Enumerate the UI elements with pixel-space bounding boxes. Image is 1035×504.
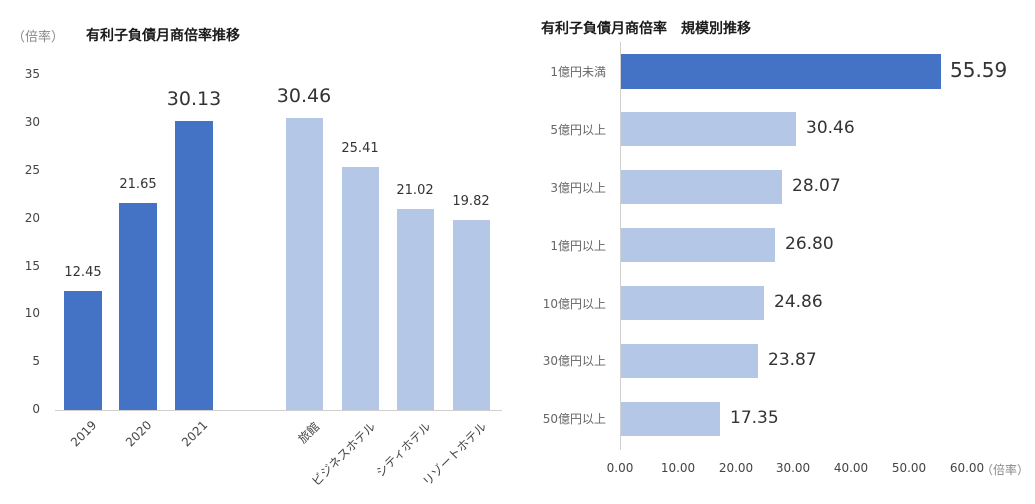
category-label: 2021 bbox=[179, 418, 211, 450]
y-axis-line bbox=[620, 42, 621, 450]
x-tick: 60.00 bbox=[949, 461, 985, 475]
x-unit-label: （倍率） bbox=[981, 463, 1030, 477]
bar-resort-hotel bbox=[453, 220, 490, 410]
bar-1b-plus bbox=[621, 286, 764, 320]
category-label: 50億円以上 bbox=[542, 412, 606, 426]
value-label: 23.87 bbox=[768, 350, 817, 370]
category-label: 1億円未満 bbox=[550, 65, 606, 79]
x-tick: 50.00 bbox=[891, 461, 927, 475]
value-label: 19.82 bbox=[452, 194, 490, 209]
value-label: 30.13 bbox=[166, 88, 222, 110]
x-tick: 30.00 bbox=[775, 461, 811, 475]
y-tick: 25 bbox=[24, 163, 40, 177]
category-label: 旅館 bbox=[295, 419, 323, 447]
bar-2020 bbox=[119, 203, 157, 410]
bar-city-hotel bbox=[397, 209, 434, 410]
value-label: 30.46 bbox=[276, 85, 332, 107]
bar-under-100m bbox=[621, 54, 941, 89]
y-tick: 35 bbox=[24, 67, 40, 81]
value-label: 12.45 bbox=[64, 265, 102, 280]
left-chart-title: 有利子負債月商倍率推移 bbox=[86, 28, 240, 44]
category-label: 5億円以上 bbox=[550, 123, 606, 137]
category-label: 1億円以上 bbox=[550, 239, 606, 253]
x-tick: 10.00 bbox=[660, 461, 696, 475]
category-label: 2019 bbox=[68, 418, 100, 450]
y-tick: 5 bbox=[32, 354, 40, 368]
bar-3b-plus bbox=[621, 344, 758, 378]
value-label: 28.07 bbox=[792, 176, 841, 196]
value-label: 30.46 bbox=[806, 118, 855, 138]
category-label: 30億円以上 bbox=[542, 354, 606, 368]
value-label: 21.02 bbox=[396, 183, 434, 198]
value-label: 26.80 bbox=[785, 234, 834, 254]
value-label: 24.86 bbox=[774, 292, 823, 312]
value-label: 17.35 bbox=[730, 408, 779, 428]
y-tick: 15 bbox=[24, 259, 40, 273]
bar-ryokan bbox=[286, 118, 323, 410]
bar-5b-plus bbox=[621, 402, 720, 436]
left-y-unit-label: （倍率） bbox=[12, 30, 65, 45]
bar-2019 bbox=[64, 291, 102, 410]
bar-2021 bbox=[175, 121, 213, 410]
category-label: 3億円以上 bbox=[550, 181, 606, 195]
bar-500m-plus bbox=[621, 112, 796, 146]
x-axis-line bbox=[55, 410, 502, 411]
bar-300m-plus bbox=[621, 170, 782, 204]
bar-100m-plus bbox=[621, 228, 775, 262]
value-label: 21.65 bbox=[119, 177, 157, 192]
y-tick: 0 bbox=[32, 402, 40, 416]
x-tick: 0.00 bbox=[606, 461, 634, 475]
value-label: 55.59 bbox=[950, 58, 1008, 82]
y-tick: 30 bbox=[24, 115, 40, 129]
right-chart-title: 有利子負債月商倍率 規模別推移 bbox=[541, 21, 751, 37]
value-label: 25.41 bbox=[341, 141, 379, 156]
y-tick: 10 bbox=[24, 306, 40, 320]
category-label: 2020 bbox=[123, 418, 155, 450]
bar-business-hotel bbox=[342, 167, 379, 410]
category-label: 10億円以上 bbox=[542, 297, 606, 311]
y-tick: 20 bbox=[24, 211, 40, 225]
x-tick: 40.00 bbox=[833, 461, 869, 475]
x-tick: 20.00 bbox=[718, 461, 754, 475]
